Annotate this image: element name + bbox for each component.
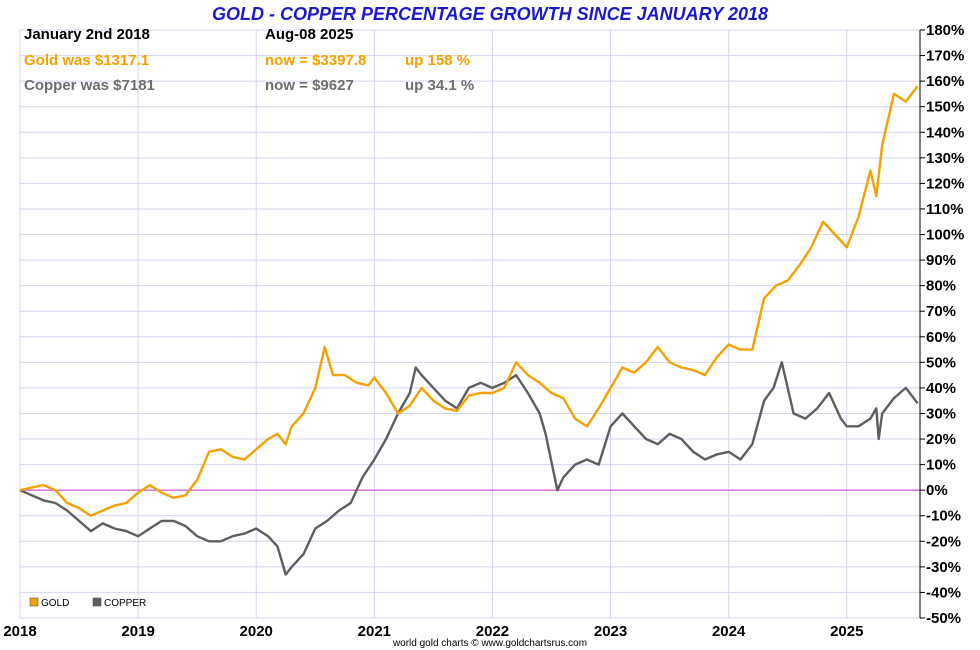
legend: GOLD COPPER [29,597,146,609]
x-tick-label: 2018 [3,623,36,640]
legend-label-gold: GOLD [41,598,69,609]
series-layer [19,85,920,576]
y-tick-label: 180% [926,22,964,39]
x-tick-label: 2020 [240,623,273,640]
y-tick-label: 140% [926,124,964,141]
series-line-gold [19,85,919,517]
legend-label-copper: COPPER [104,598,146,609]
copper-was-label: Copper was $7181 [24,77,155,94]
y-tick-label: 170% [926,48,964,65]
y-tick-label: -50% [926,610,961,627]
x-tick-label: 2021 [358,623,391,640]
x-tick-label: 2023 [594,623,627,640]
y-tick-label: 0% [926,482,948,499]
y-tick-label: 30% [926,405,956,422]
y-tick-label: 20% [926,431,956,448]
y-tick-label: 40% [926,380,956,397]
y-tick-label: 70% [926,303,956,320]
y-tick-label: 90% [926,252,956,269]
x-tick-label: 2022 [476,623,509,640]
chart-title: GOLD - COPPER PERCENTAGE GROWTH SINCE JA… [212,4,768,24]
end-date-label: Aug-08 2025 [265,26,353,43]
copper-up-label: up 34.1 % [405,77,474,94]
y-tick-label: 120% [926,175,964,192]
y-tick-label: -40% [926,584,961,601]
y-tick-label: 150% [926,99,964,116]
y-tick-label: 130% [926,150,964,167]
x-tick-label: 2025 [830,623,863,640]
x-tick-label: 2019 [121,623,154,640]
x-tick-label: 2024 [712,623,746,640]
x-axis-ticks: 2018 2019 2020 2021 2022 2023 2024 2025 [3,623,863,640]
series-line-copper [19,361,919,576]
gold-up-label: up 158 % [405,52,470,69]
legend-swatch-gold [29,597,39,607]
gold-was-label: Gold was $1317.1 [24,52,149,69]
y-tick-label: -20% [926,533,961,550]
y-tick-label: 60% [926,329,956,346]
y-tick-label: -10% [926,508,961,525]
start-date-label: January 2nd 2018 [24,26,150,43]
y-tick-label: 110% [926,201,964,218]
grid [19,29,921,619]
y-tick-label: 100% [926,227,964,244]
y-tick-label: 50% [926,354,956,371]
y-tick-label: 80% [926,278,956,295]
legend-swatch-copper [92,597,102,607]
gold-now-label: now = $3397.8 [265,52,366,69]
y-tick-label: -30% [926,559,961,576]
copper-now-label: now = $9627 [265,77,354,94]
footer-credit: world gold charts © www.goldchartsrus.co… [392,638,587,649]
y-tick-label: 10% [926,457,956,474]
y-axis-ticks: 180% 170% 160% 150% 140% 130% 120% 110% 100% 90% 8… [919,22,964,627]
y-tick-label: 160% [926,73,964,90]
